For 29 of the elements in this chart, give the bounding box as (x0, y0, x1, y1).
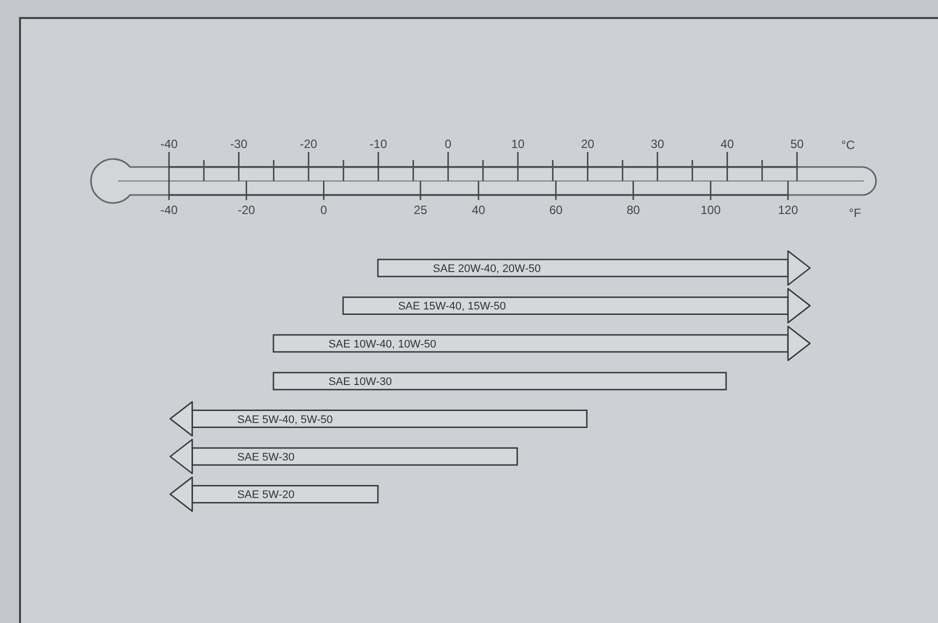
y-tick-label: SAE 10W-30 (328, 376, 392, 388)
y-tick-label: SAE 15W-40, 15W-50 (398, 300, 506, 313)
y-tick-label: SAE 5W-40, 5W-50 (237, 414, 333, 426)
x2-tick-label: 0 (444, 136, 452, 151)
x2-tick-label: 20 (580, 136, 595, 151)
y-tick-label: SAE 10W-40, 10W-50 (328, 338, 436, 350)
y-tick-label: SAE 20W-40, 20W-50 (432, 263, 541, 275)
x2-tick-label: -30 (230, 136, 248, 151)
x2-tick-label: 30 (650, 136, 664, 151)
x-tick-label: -40 (160, 202, 178, 217)
x2-tick-label: -40 (160, 136, 178, 151)
x-axis-title: °F (848, 206, 862, 220)
x2-tick-label: 10 (511, 136, 525, 151)
x2-tick-label: -10 (370, 136, 388, 151)
x-tick-label: 60 (549, 202, 563, 217)
x2-tick-label: 50 (790, 136, 804, 151)
x2-tick-label: -20 (300, 136, 318, 151)
x-tick-label: 100 (700, 202, 721, 217)
x-tick-label: -20 (238, 202, 256, 217)
x-tick-label: 40 (472, 202, 486, 217)
y-tick-label: SAE 5W-20 (237, 489, 294, 502)
x2-tick-label: 40 (720, 136, 734, 151)
x2-axis-title: °C (841, 138, 856, 152)
bar (272, 372, 727, 390)
x-tick-label: 25 (414, 202, 428, 217)
x-tick-label: 0 (320, 202, 328, 217)
x-tick-label: 120 (778, 202, 798, 217)
x-tick-label: 80 (626, 202, 640, 217)
y-tick-label: SAE 5W-30 (237, 452, 294, 464)
